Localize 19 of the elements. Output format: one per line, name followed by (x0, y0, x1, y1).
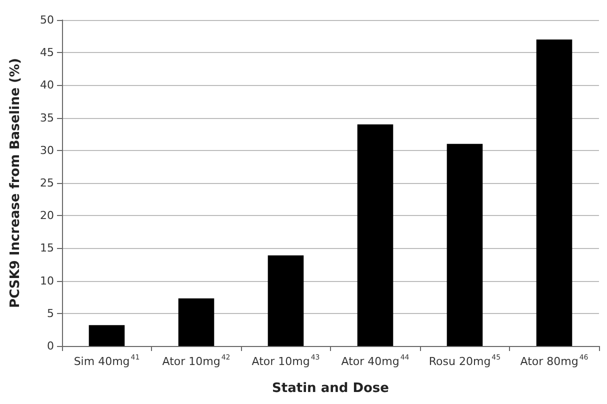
y-tick-label: 20 (40, 209, 54, 222)
y-tick-label: 35 (40, 111, 54, 124)
bar (357, 124, 394, 346)
y-tick-label: 10 (40, 274, 54, 288)
y-tick-label: 30 (40, 144, 54, 157)
y-tick-label: 40 (40, 78, 54, 92)
y-axis-title: PCSK9 Increase from Baseline (%) (8, 58, 23, 308)
bar (536, 40, 572, 346)
y-tick-label: 50 (40, 14, 54, 26)
y-tick-label: 45 (40, 46, 54, 60)
bar (178, 298, 214, 346)
y-tick-label: 0 (47, 340, 54, 352)
x-axis-title: Statin and Dose (272, 381, 390, 396)
bar (88, 325, 125, 346)
bar (446, 144, 483, 346)
y-tick-label: 15 (40, 242, 54, 255)
bar (268, 255, 304, 346)
y-tick-label: 5 (47, 306, 54, 320)
y-tick-label: 25 (40, 176, 54, 190)
